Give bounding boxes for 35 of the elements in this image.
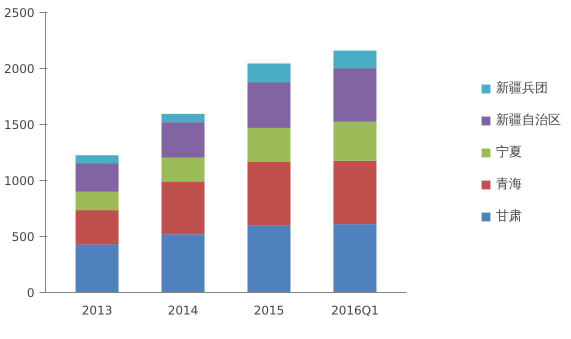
bar [76, 192, 119, 210]
bar [76, 163, 119, 192]
bar [76, 210, 119, 244]
legend-label: 青海 [496, 176, 522, 193]
bar [162, 114, 205, 122]
bar [76, 244, 119, 292]
bar [333, 160, 376, 224]
x-tick-label: 2016Q1 [331, 304, 379, 318]
legend-label: 宁夏 [496, 144, 522, 161]
bar [247, 162, 290, 226]
legend-label: 甘肃 [496, 208, 522, 225]
bar [333, 68, 376, 122]
bar [76, 155, 119, 164]
bar [162, 158, 205, 182]
x-tick-label: 2014 [168, 304, 198, 318]
bar [333, 50, 376, 68]
y-tick-label: 1000 [4, 174, 35, 188]
bar [247, 82, 290, 128]
bar [162, 182, 205, 234]
x-tick-label: 2015 [254, 304, 284, 318]
y-tick-label: 500 [12, 230, 34, 244]
bar [247, 63, 290, 82]
bar [333, 224, 376, 292]
bar [247, 225, 290, 292]
y-tick-label: 2000 [4, 62, 35, 76]
y-tick-label: 0 [26, 286, 35, 300]
bar [162, 234, 205, 292]
y-tick-label: 2500 [4, 6, 35, 20]
bar [247, 128, 290, 162]
bar [333, 122, 376, 161]
bar [162, 122, 205, 158]
y-tick-label: 1500 [4, 118, 35, 132]
x-tick-label: 2013 [82, 304, 112, 318]
legend-label: 新疆兵团 [496, 80, 548, 97]
legend-label: 新疆自治区 [496, 112, 561, 129]
